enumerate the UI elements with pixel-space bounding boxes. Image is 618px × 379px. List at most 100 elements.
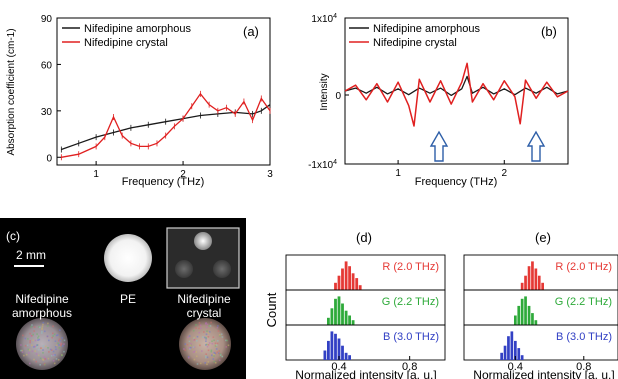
speckle-pixel <box>205 336 207 339</box>
speckle-pixel <box>184 349 186 351</box>
histogram-bar <box>344 310 348 325</box>
histogram-row-label: B (3.0 THz) <box>556 331 612 343</box>
speckle-pixel <box>52 354 54 356</box>
histogram-bar <box>531 313 534 325</box>
panel-b-series <box>344 62 569 127</box>
speckle-pixel <box>214 353 216 356</box>
speckle-pixel <box>54 346 57 348</box>
speckle-pixel <box>56 334 59 336</box>
panel-a-frame <box>56 17 271 166</box>
speckle-pixel <box>186 343 189 346</box>
histogram-bar <box>327 317 330 325</box>
speckle-pixel <box>201 350 203 352</box>
speckle-pixel <box>193 336 196 339</box>
speckle-pixel <box>193 338 196 341</box>
histogram-bar <box>351 273 355 290</box>
panel-b-label: (b) <box>541 24 557 39</box>
speckle-pixel <box>48 339 50 342</box>
speckle-pixel <box>207 349 210 352</box>
speckle-pixel <box>211 340 213 343</box>
speckle-pixel <box>52 335 54 337</box>
histogram-row-frame <box>463 324 618 361</box>
speckle-pixel <box>196 363 199 365</box>
histogram-bar <box>507 336 510 360</box>
speckle-pixel <box>207 361 210 363</box>
speckle-pixel <box>32 333 34 336</box>
histogram-bar <box>341 268 344 290</box>
speckle-pixel <box>214 345 217 347</box>
speckle-pixel <box>208 331 211 333</box>
speckle-pixel <box>206 323 209 326</box>
speckle-pixel <box>61 337 63 339</box>
speckle-pixel <box>188 340 191 343</box>
speckle-pixel <box>52 325 54 328</box>
histogram-bar <box>348 355 351 360</box>
histogram-bar <box>527 305 531 325</box>
speckle-pixel <box>31 334 33 337</box>
speckle-pixel <box>207 336 210 338</box>
histogram-bar <box>344 261 348 290</box>
histogram-bar <box>351 320 355 325</box>
panel-e-label: (e) <box>535 230 551 245</box>
speckle-pixel <box>58 347 61 349</box>
speckle-pixel <box>33 330 35 332</box>
histogram-bar <box>514 315 517 325</box>
legend-label-amorphous: Nifedipine amorphous <box>84 23 192 35</box>
speckle-pixel <box>206 356 209 359</box>
speckle-pixel <box>216 342 219 345</box>
speckle-pixel <box>36 333 38 335</box>
panel-e-xlabel: Normalized intensity [a. u.] <box>473 368 614 379</box>
speckle-pixel <box>227 344 230 347</box>
panel-a-ylabel: Absorption coefficient (cm-1) <box>6 28 17 155</box>
speckle-pixel <box>58 339 60 342</box>
series-line-amorphous <box>61 104 271 151</box>
speckle-pixel <box>213 339 215 342</box>
speckle-pixel <box>34 345 36 348</box>
histogram-bar <box>341 303 344 325</box>
speckle-pixel <box>48 351 50 353</box>
panel-a-xlabel: Frequency (THz) <box>122 176 205 188</box>
speckle-pixel <box>211 354 213 357</box>
speckle-pixel <box>39 326 41 329</box>
speckle-pixel <box>189 348 191 350</box>
speckle-pixel <box>53 333 56 336</box>
panel-b-legend: Nifedipine amorphous Nifedipine crystal <box>349 23 481 49</box>
x-tick-label: 2 <box>502 168 508 179</box>
speckle-pixel <box>38 338 41 341</box>
x-tick-label: 1 <box>395 168 401 179</box>
speckle-pixel <box>221 336 224 338</box>
speckle-pixel <box>205 353 207 355</box>
speckle-pixel <box>42 352 44 354</box>
speckle-pixel <box>29 340 31 342</box>
speckle-pixel <box>198 324 201 327</box>
speckle-pixel <box>29 362 31 365</box>
histogram-bar <box>520 355 524 360</box>
histogram-bar <box>534 268 538 290</box>
speckle-pixel <box>42 345 45 347</box>
histogram-bar <box>341 345 344 360</box>
panel-d-xlabel: Normalized intensity [a. u.] <box>295 368 436 379</box>
speckle-pixel <box>44 345 47 348</box>
speckle-pixel <box>52 332 54 335</box>
histogram-bar <box>517 305 521 325</box>
arrow-2p2thz <box>526 130 546 162</box>
speckle-pixel <box>41 332 43 334</box>
histogram-bar <box>334 333 337 360</box>
histogram-bar <box>327 340 330 360</box>
speckle-pixel <box>51 349 53 351</box>
speckle-pixel <box>41 327 43 329</box>
speckle-pixel <box>200 327 202 330</box>
speckle-pixel <box>218 359 221 362</box>
speckle-pixel <box>39 364 41 366</box>
speckle-pixel <box>225 339 227 342</box>
speckle-pixel <box>226 339 228 342</box>
speckle-pixel <box>39 357 42 360</box>
panel-b-ytick-zero: 0 <box>335 91 341 102</box>
x-tick-label: 0.4 <box>508 361 523 373</box>
panel-b: 1 2 1x104 0 -1x104 (b) Frequency (THz) In… <box>308 13 569 188</box>
speckle-pixel <box>213 360 216 363</box>
panel-c-image: (c) 2 mm PE Nifedipine amorphous Nifedip… <box>0 218 246 379</box>
speckle-pixel <box>23 354 25 357</box>
histogram-bar <box>534 320 538 325</box>
speckle-pixel <box>26 344 29 346</box>
